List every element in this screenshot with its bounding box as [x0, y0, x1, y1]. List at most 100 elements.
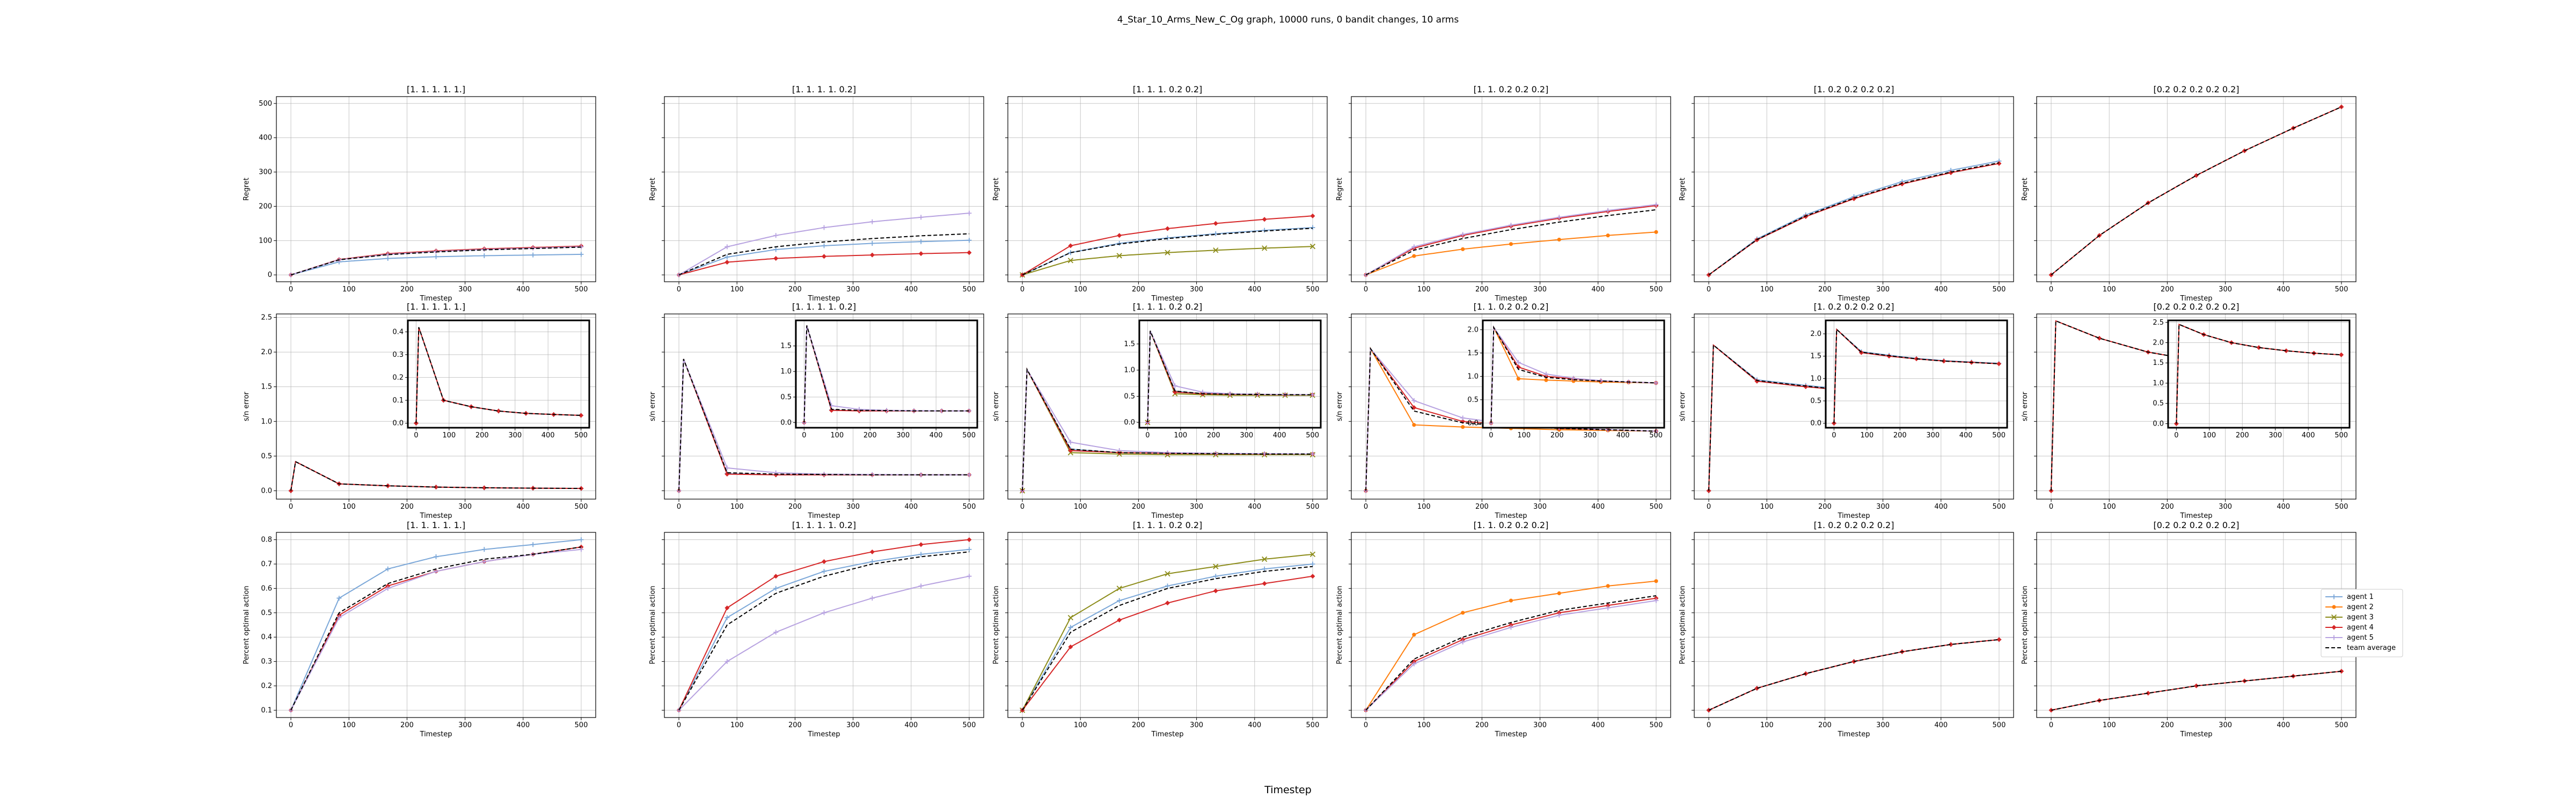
x-tick-label: 100: [1074, 503, 1087, 511]
series-line-team-average: [2051, 106, 2342, 276]
data-point: [1117, 240, 1122, 246]
x-axis-label: Timestep: [808, 730, 840, 738]
y-tick-label: 0.5: [261, 452, 272, 460]
subplot-title: [1. 1. 0.2 0.2 0.2]: [1474, 302, 1549, 312]
axes-frame: [1351, 532, 1671, 718]
series-group: [676, 210, 972, 277]
subplot-r3-c6: 0 100 200 300 400 500 [0.2 0.2 0.2 0.2 0.2] Tim…: [2021, 520, 2357, 738]
data-point: [1543, 371, 1549, 377]
data-point: [1117, 598, 1122, 603]
y-tick-label: 0.8: [261, 536, 272, 544]
y-tick-label: 0.2: [392, 374, 404, 382]
x-tick-label: 400: [1959, 431, 1973, 440]
legend-frame: [2321, 589, 2403, 657]
data-point: [2339, 352, 2344, 357]
data-point: [1412, 633, 1416, 637]
series-line-team-average: [415, 327, 581, 423]
y-axis-label: Regret: [649, 178, 657, 201]
data-point: [967, 537, 972, 543]
data-point: [1213, 588, 1218, 594]
x-tick-label: 400: [1248, 503, 1261, 511]
data-point: [1461, 247, 1465, 251]
x-tick-label: 100: [1517, 431, 1531, 440]
legend-marker: [2331, 614, 2337, 620]
y-axis-label: s/n error: [1336, 391, 1344, 421]
data-point: [1996, 161, 2002, 166]
x-tick-label: 0: [1020, 721, 1024, 729]
x-tick-label: 400: [2302, 431, 2315, 440]
x-tick-label: 0: [289, 286, 293, 294]
series-group: [413, 327, 584, 426]
legend-marker: [2331, 594, 2337, 599]
y-tick-label: 2.0: [1810, 330, 1821, 338]
x-tick-label: 200: [400, 721, 414, 729]
axes-frame: [664, 96, 984, 282]
y-tick-label: 300: [259, 169, 272, 177]
data-point: [724, 254, 730, 260]
y-tick-label: 0.4: [392, 328, 404, 336]
x-tick-label: 500: [575, 286, 588, 294]
data-point: [822, 243, 826, 248]
data-point: [1262, 566, 1267, 572]
x-tick-label: 300: [1240, 431, 1253, 440]
data-point: [918, 542, 924, 547]
series-group: [801, 325, 972, 425]
x-axis-label: Timestep: [420, 730, 452, 738]
x-tick-label: 100: [1417, 286, 1431, 294]
data-point: [1461, 611, 1465, 615]
data-point: [1165, 250, 1170, 255]
x-tick-label: 400: [904, 286, 918, 294]
x-tick-label: 100: [1174, 431, 1187, 440]
x-tick-label: 500: [1993, 286, 2006, 294]
legend-label: agent 3: [2347, 613, 2374, 621]
axes-frame: [276, 96, 596, 282]
data-point: [1067, 614, 1073, 621]
x-axis-label: Timestep: [420, 512, 452, 520]
series-group: [1706, 637, 2002, 713]
subplot-r2-c1: 0 100 200 300 400 500 0.0 0.5 1.0 1.5 2.0 2.5 [1. 1.…: [243, 302, 596, 520]
data-point: [1116, 253, 1122, 259]
x-tick-label: 500: [1649, 431, 1663, 440]
x-tick-label: 500: [962, 431, 976, 440]
data-point: [1165, 450, 1170, 455]
legend-marker: [2332, 605, 2336, 609]
y-axis-label: Percent optimal action: [2021, 586, 2029, 664]
x-tick-label: 300: [458, 721, 472, 729]
y-axis-label: Percent optimal action: [1679, 586, 1687, 664]
x-tick-label: 200: [1475, 503, 1489, 511]
data-point: [1556, 610, 1562, 616]
data-point: [967, 210, 972, 216]
axes-frame: [276, 532, 596, 718]
y-tick-label: 1.0: [2153, 379, 2164, 387]
x-tick-label: 300: [508, 431, 522, 440]
y-tick-label: 0: [268, 271, 272, 279]
data-point: [1509, 625, 1513, 630]
y-tick-label: 2.5: [261, 313, 272, 321]
data-point: [385, 566, 391, 572]
data-point: [967, 547, 972, 552]
x-tick-label: 0: [1832, 431, 1836, 440]
x-tick-label: 200: [400, 503, 414, 511]
y-tick-label: 0.7: [261, 560, 272, 568]
x-tick-label: 200: [2161, 286, 2174, 294]
x-tick-label: 400: [1616, 431, 1630, 440]
y-tick-label: 1.0: [780, 368, 792, 376]
x-tick-label: 300: [1533, 503, 1547, 511]
data-point: [385, 586, 391, 591]
data-point: [1460, 639, 1466, 645]
series-line-agent-2: [1490, 327, 1656, 423]
data-point: [2097, 335, 2102, 341]
subplot-r1-c4: 0 100 200 300 400 500 [1. 1. 0.2 0.2 0.2] Times…: [1336, 84, 1671, 303]
x-axis-label: Timestep: [1151, 730, 1184, 738]
x-axis-label: Timestep: [1495, 295, 1527, 303]
x-tick-label: 200: [1550, 431, 1564, 440]
x-axis-label: Timestep: [808, 295, 840, 303]
x-axis-label: Timestep: [2180, 730, 2213, 738]
data-point: [1412, 254, 1416, 258]
data-point: [1262, 217, 1267, 222]
data-point: [773, 630, 779, 635]
data-point: [1653, 380, 1659, 386]
data-point: [1461, 425, 1465, 429]
data-point: [1165, 226, 1170, 231]
series-line-agent-4: [1365, 597, 1657, 711]
